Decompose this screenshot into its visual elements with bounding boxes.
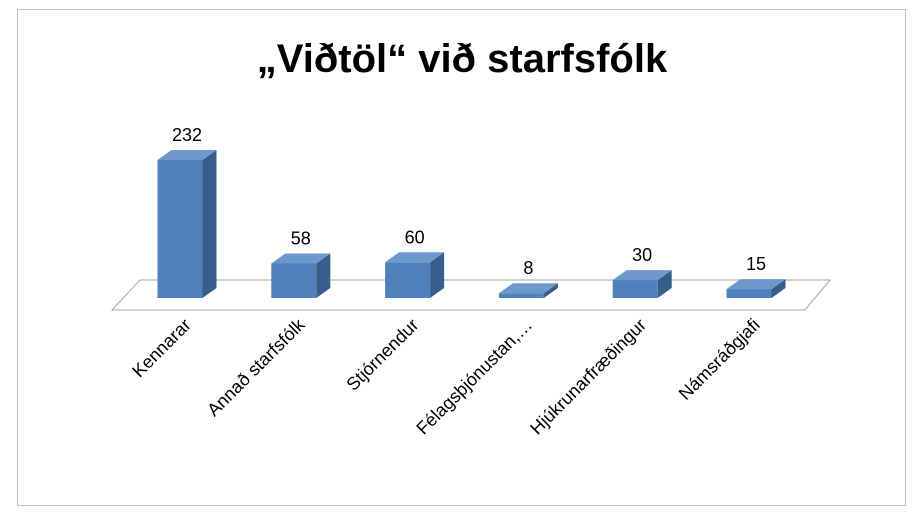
chart-border (17, 9, 906, 506)
floor (110, 279, 832, 311)
data-label: 15 (746, 254, 766, 274)
bar-side (771, 279, 786, 298)
chart-title: „Viðtöl“ við starfsfólk (257, 37, 668, 81)
bar-side (543, 283, 558, 298)
bar (271, 263, 317, 298)
bar-top (726, 279, 786, 290)
bar (385, 262, 431, 298)
bar-top (498, 283, 558, 294)
bar-top (157, 149, 217, 160)
bar-top (612, 270, 672, 281)
bar-top (271, 253, 331, 264)
bar-top (385, 252, 445, 263)
bar-side (316, 253, 331, 298)
data-label: 8 (523, 258, 533, 278)
bar-side (657, 270, 672, 298)
data-label: 58 (291, 228, 311, 248)
bar-side (202, 149, 217, 298)
data-label: 232 (172, 125, 202, 145)
bar-side (430, 252, 445, 298)
bar (612, 280, 658, 298)
data-label: 30 (632, 245, 652, 265)
bar (157, 159, 203, 298)
bar (726, 289, 772, 298)
bar (498, 293, 544, 298)
data-label: 60 (405, 227, 425, 247)
